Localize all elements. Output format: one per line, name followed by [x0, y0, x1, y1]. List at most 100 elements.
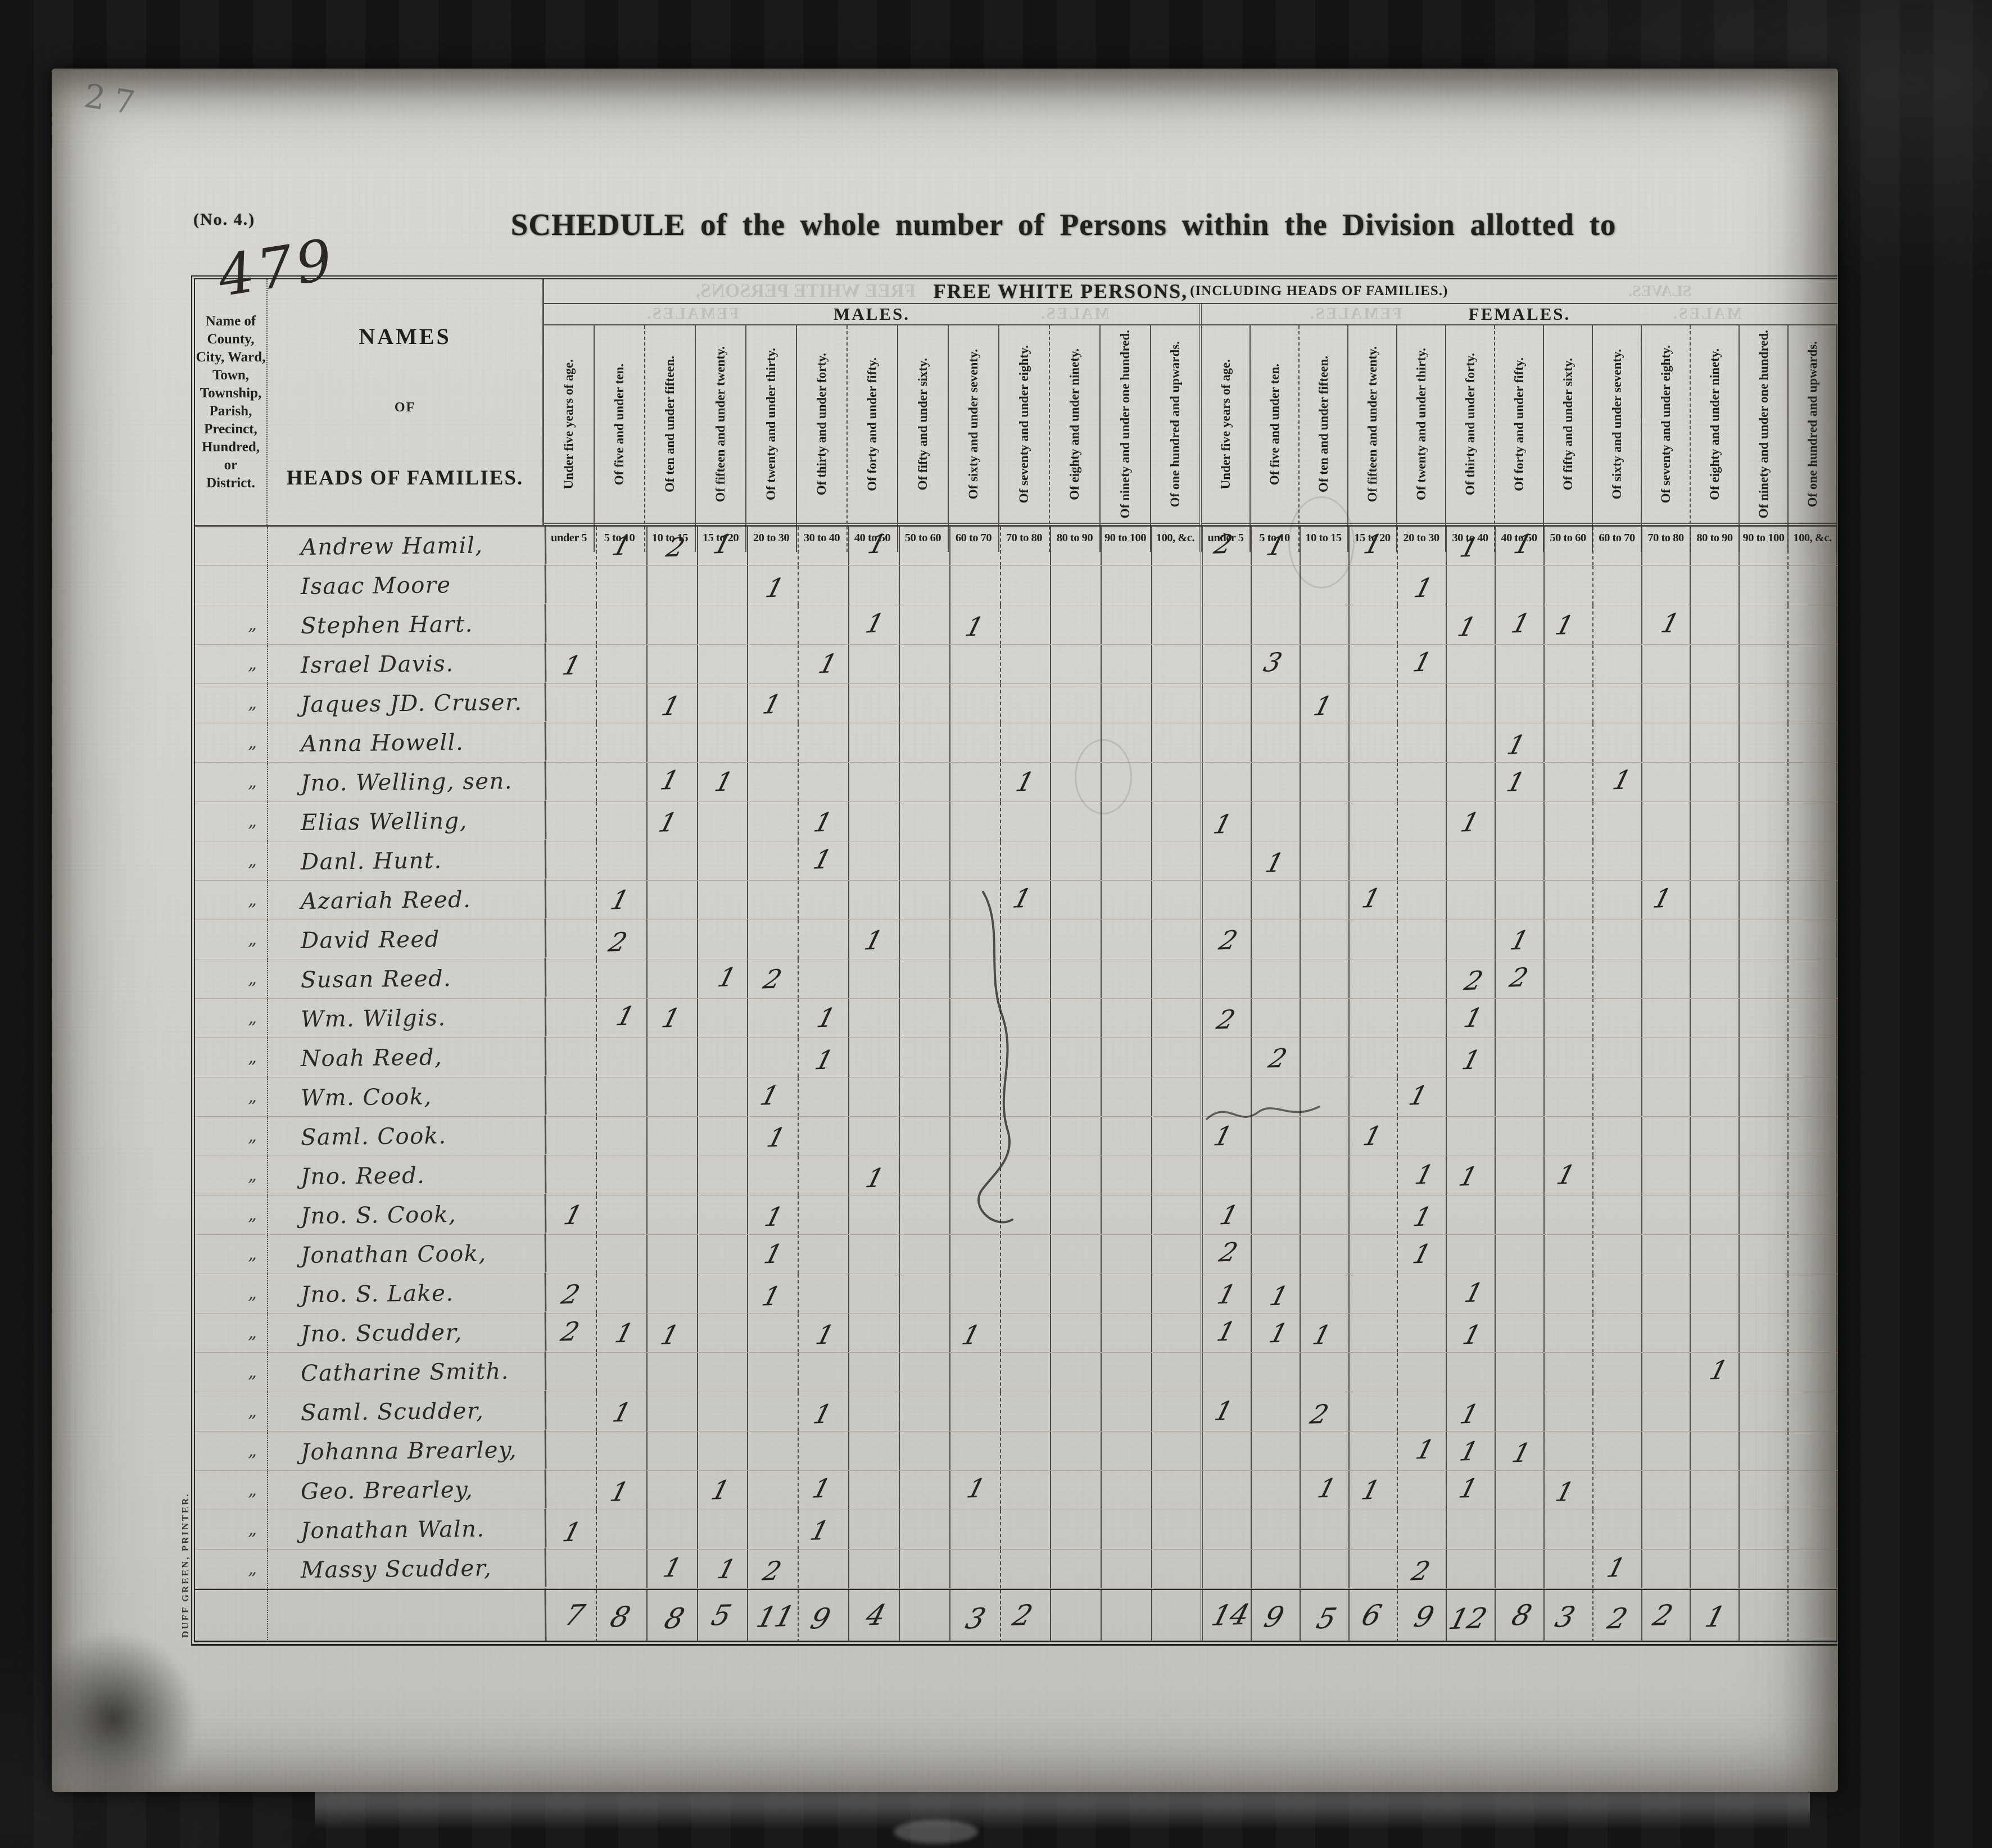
age-label-range: under 5 [1207, 531, 1244, 544]
age-cell [1789, 841, 1837, 880]
record-row: „ Saml. Cook. 1 1 1 [195, 1115, 1837, 1157]
age-cell: 1 [1398, 566, 1447, 605]
age-cell [849, 1038, 900, 1077]
totals-row: 7 8 8 5 11 9 4 3 2 14 9 5 6 9 12 8 3 2 2 1 [195, 1588, 1837, 1644]
age-cell [1740, 1471, 1789, 1510]
head-of-family-name: Israel Davis. [268, 643, 547, 685]
ink-squiggle [977, 891, 1013, 1224]
age-cell [1051, 1117, 1102, 1156]
age-cell [1496, 645, 1545, 683]
age-cell [1203, 1510, 1252, 1549]
age-cell [1252, 605, 1301, 644]
age-cell [1447, 1550, 1496, 1588]
age-cell [1789, 1471, 1837, 1510]
age-cell [1642, 1156, 1691, 1195]
age-cell [1301, 1510, 1350, 1549]
county-ditto: „ [195, 645, 268, 683]
county-ditto: „ [195, 684, 268, 723]
tally-mark: 1 [658, 1002, 683, 1034]
tally-mark: 2 [663, 531, 689, 563]
age-cell [849, 1235, 900, 1274]
age-cell [1102, 763, 1153, 801]
tally-mark: 1 [658, 690, 683, 722]
age-cell: 1 [1593, 763, 1642, 801]
table-body: Andrew Hamil, 1 2 1 1 2 1 1 1 1 Isaac Moore 1 1 „ Step… [195, 525, 1837, 1590]
age-cell [900, 605, 950, 644]
sex-band: FEMALES. MALES. MALES. FEMALES. FEMALES.… [544, 304, 1837, 325]
age-cell: 1 [1252, 1274, 1301, 1313]
age-cell [648, 1392, 698, 1431]
age-cell [1789, 1313, 1837, 1352]
age-cell: 11 [748, 1590, 799, 1642]
age-cell [1496, 1235, 1545, 1274]
age-cell [698, 841, 749, 880]
age-cell [597, 841, 648, 880]
age-cell [1350, 1432, 1398, 1470]
age-cell [1789, 1274, 1837, 1313]
age-cell [1102, 1235, 1153, 1274]
age-cell [1350, 1195, 1398, 1234]
age-cell: 1 [1447, 1471, 1496, 1510]
age-cell [1545, 881, 1593, 920]
age-cell [1545, 1432, 1593, 1470]
age-cell [1102, 566, 1153, 605]
tally-mark: 2 [1649, 1598, 1677, 1632]
head-of-family-name: Wm. Wilgis. [268, 997, 547, 1039]
age-cell [1398, 1117, 1447, 1156]
age-cell [849, 645, 900, 683]
age-cell: 1 [849, 605, 900, 644]
bleed-circle [1075, 739, 1132, 814]
age-label-range: 15 to 20 [702, 531, 739, 544]
age-cell [1001, 645, 1052, 683]
age-cell: 1 [546, 645, 597, 683]
age-cell [900, 1550, 950, 1588]
age-cell [1789, 1353, 1837, 1392]
age-label-vertical: Of sixty and under seventy. [949, 325, 998, 524]
age-cell [799, 1195, 850, 1234]
county-ditto: „ [195, 1038, 268, 1077]
age-cell [799, 763, 850, 801]
tally-mark: 1 [1457, 1398, 1482, 1430]
age-cell: 1 [546, 1195, 597, 1234]
age-cell [900, 1313, 950, 1352]
tally-mark: 1 [612, 1317, 637, 1348]
age-label-vertical: Of thirty and under forty. [797, 325, 846, 524]
age-cell [1350, 959, 1398, 998]
tally-mark: 2 [1604, 1601, 1632, 1635]
age-cell [1496, 1392, 1545, 1431]
age-cell [1001, 1313, 1052, 1352]
tally-mark: 1 [807, 1515, 832, 1546]
tally-mark: 1 [1360, 1120, 1386, 1152]
age-cell [546, 999, 597, 1038]
age-label-range: 15 to 20 [1354, 531, 1391, 544]
record-row: „ Jno. Scudder, 2 1 1 1 1 1 1 1 1 [195, 1312, 1837, 1354]
age-cell [1593, 841, 1642, 880]
age-cell [950, 527, 1001, 565]
age-cell [546, 1353, 597, 1392]
age-cell: 1 [1203, 802, 1252, 841]
age-cell [1252, 684, 1301, 723]
head-of-family-name: Jno. Welling, sen. [268, 761, 547, 803]
age-cell [698, 645, 749, 683]
age-label-text: Of fifteen and under twenty. [1365, 346, 1379, 502]
age-cell [1350, 1235, 1398, 1274]
age-cell [1252, 1195, 1301, 1234]
age-cell [1301, 802, 1350, 841]
age-cell [546, 527, 597, 565]
tally-mark: 1 [559, 649, 585, 681]
age-cell [597, 1156, 648, 1195]
tally-mark: 8 [1508, 1598, 1535, 1632]
age-label-vertical: Of seventy and under eighty. [999, 325, 1049, 524]
age-cell [1102, 1471, 1153, 1510]
tally-mark: 7 [561, 1598, 588, 1632]
county-ditto: „ [195, 1235, 268, 1274]
age-cell: 1 [1447, 1392, 1496, 1431]
age-cell [1545, 566, 1593, 605]
age-cell [1102, 1156, 1153, 1195]
age-label-vertical: Of twenty and under thirty. [746, 325, 796, 524]
age-label-vertical: Of twenty and under thirty. [1397, 325, 1445, 524]
age-cell [1252, 1392, 1301, 1431]
age-cell [648, 1274, 698, 1313]
age-cell [799, 684, 850, 723]
age-cell [698, 566, 749, 605]
